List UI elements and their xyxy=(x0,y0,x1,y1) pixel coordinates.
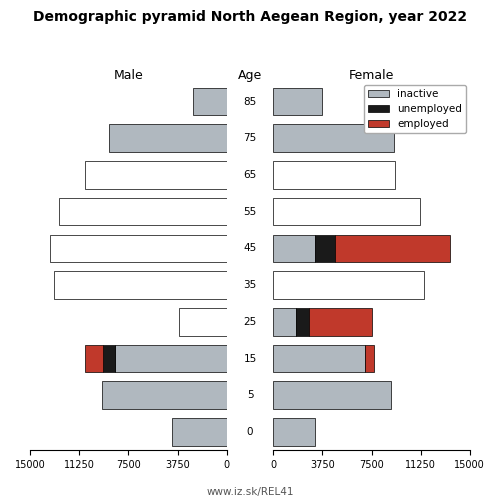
Bar xyxy=(274,234,316,262)
Text: 75: 75 xyxy=(244,133,256,143)
Legend: inactive, unemployed, employed: inactive, unemployed, employed xyxy=(364,84,466,134)
Bar xyxy=(316,234,335,262)
Text: Demographic pyramid North Aegean Region, year 2022: Demographic pyramid North Aegean Region,… xyxy=(33,10,467,24)
Text: 85: 85 xyxy=(244,96,256,106)
Bar xyxy=(192,88,226,116)
Title: Female: Female xyxy=(349,69,394,82)
Text: 25: 25 xyxy=(244,317,256,327)
Bar xyxy=(296,308,308,336)
Text: 65: 65 xyxy=(244,170,256,180)
Text: 35: 35 xyxy=(244,280,256,290)
Bar xyxy=(102,382,226,409)
Bar xyxy=(103,344,116,372)
Bar xyxy=(109,124,226,152)
Title: Male: Male xyxy=(114,69,144,82)
Bar xyxy=(274,418,316,446)
Bar xyxy=(274,272,424,299)
Bar xyxy=(274,88,322,116)
Bar xyxy=(335,234,450,262)
Bar xyxy=(274,382,391,409)
Bar xyxy=(365,344,374,372)
Bar xyxy=(274,198,420,226)
Bar xyxy=(180,308,226,336)
Text: www.iz.sk/REL41: www.iz.sk/REL41 xyxy=(206,487,294,497)
Bar xyxy=(274,124,394,152)
Bar xyxy=(50,234,226,262)
Bar xyxy=(308,308,372,336)
Bar xyxy=(84,344,103,372)
Bar xyxy=(274,308,295,336)
Bar xyxy=(59,198,226,226)
Bar xyxy=(274,344,365,372)
Bar xyxy=(86,161,226,188)
Bar xyxy=(274,161,395,188)
Bar xyxy=(54,272,227,299)
Bar xyxy=(116,344,226,372)
Text: 55: 55 xyxy=(244,206,256,216)
Bar xyxy=(172,418,226,446)
Title: Age: Age xyxy=(238,69,262,82)
Text: 15: 15 xyxy=(244,354,256,364)
Text: 45: 45 xyxy=(244,244,256,254)
Text: 5: 5 xyxy=(246,390,254,400)
Text: 0: 0 xyxy=(247,427,254,437)
